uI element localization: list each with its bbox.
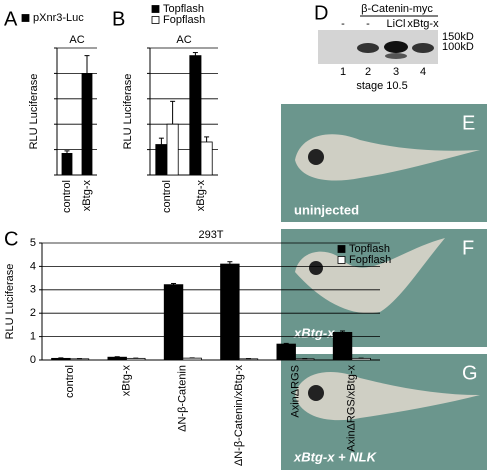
- x-tick-label: xBtg-x: [195, 180, 207, 212]
- error-bar: [64, 150, 70, 154]
- marker-label: 150kD: [442, 31, 474, 43]
- panel-letter: D: [314, 2, 328, 24]
- bar: [332, 331, 353, 361]
- legend-label: Topflash: [163, 3, 204, 15]
- band: [412, 43, 434, 53]
- x-tick-label: AxinΔRGS: [289, 365, 301, 418]
- legend-swatch: [337, 256, 346, 264]
- legend-label: pXnr3-Luc: [33, 12, 84, 24]
- bar: [200, 141, 213, 176]
- panel-letter: F: [462, 237, 474, 259]
- x-tick-label: control: [61, 180, 73, 213]
- y-tick-label: 3: [30, 284, 36, 296]
- band: [357, 43, 379, 53]
- lane-label: -: [366, 18, 370, 30]
- bar: [220, 263, 240, 361]
- error-bar: [84, 55, 90, 74]
- error-bar: [192, 52, 198, 56]
- lane-label: -: [341, 18, 345, 30]
- y-tick-label: 1: [30, 331, 36, 343]
- legend-swatch: [337, 245, 346, 253]
- x-tick-label: ΔN-β-Catenin: [177, 365, 189, 432]
- error-bar: [171, 282, 177, 285]
- panel-letter: G: [462, 362, 478, 384]
- y-axis-label: RLU Luciferase: [28, 74, 40, 150]
- bar: [51, 357, 71, 361]
- marker-label: 100kD: [442, 41, 474, 53]
- photo: F xBtg-x: [281, 229, 487, 347]
- bar: [189, 55, 202, 176]
- bar: [276, 343, 296, 361]
- error-bar: [204, 136, 210, 142]
- bar: [155, 144, 168, 176]
- x-tick-label: AxinΔRGS/xBtg-x: [346, 365, 358, 452]
- chart-title: AC: [69, 34, 84, 46]
- band: [384, 41, 408, 53]
- bar: [61, 153, 73, 176]
- lane-label: LiCl: [387, 18, 406, 30]
- band: [385, 53, 407, 59]
- panel-letter: E: [462, 112, 475, 134]
- image-caption: xBtg-x: [293, 325, 335, 340]
- lane-number: 2: [365, 66, 371, 78]
- panel-letter: B: [112, 8, 125, 30]
- chart-title: 293T: [198, 229, 223, 241]
- legend-label: Fopflash: [163, 14, 205, 26]
- x-tick-label: xBtg-x: [120, 365, 132, 397]
- image-caption: xBtg-x + NLK: [293, 449, 378, 464]
- y-tick-label: 0: [30, 354, 36, 366]
- bar: [166, 123, 179, 176]
- bar: [182, 357, 202, 361]
- y-tick-label: 2: [30, 307, 36, 319]
- blot-caption: stage 10.5: [356, 80, 407, 92]
- y-axis-label: RLU Luciferase: [4, 264, 16, 340]
- image-caption: uninjected: [294, 202, 359, 217]
- lane-label: xBtg-x: [407, 18, 439, 30]
- bar: [81, 73, 93, 176]
- error-bar: [340, 330, 346, 333]
- legend-swatch: [151, 5, 160, 13]
- photo: G xBtg-x + NLK: [281, 354, 487, 470]
- x-tick-label: control: [161, 180, 173, 213]
- legend-swatch: [21, 14, 30, 22]
- photo: E uninjected: [281, 104, 487, 222]
- bar: [163, 284, 184, 361]
- x-tick-label: ΔN-β-Catenin/xBtg-x: [233, 365, 245, 467]
- lane-number: 3: [393, 66, 399, 78]
- chart-title: AC: [176, 34, 191, 46]
- error-bar: [283, 342, 289, 345]
- y-axis-label: RLU Luciferase: [122, 74, 134, 150]
- legend-label: Topflash: [349, 243, 390, 255]
- blot-title: β-Catenin-myc: [361, 3, 433, 15]
- x-tick-label: control: [64, 365, 76, 398]
- panel-letter: C: [4, 228, 18, 250]
- bar: [107, 356, 127, 361]
- error-bar: [170, 100, 176, 125]
- x-tick-label: xBtg-x: [81, 180, 93, 212]
- legend-label: Fopflash: [349, 254, 391, 266]
- legend-swatch: [151, 16, 160, 24]
- y-tick-label: 5: [30, 237, 36, 249]
- y-tick-label: 4: [30, 260, 36, 272]
- panel-letter: A: [4, 8, 18, 30]
- lane-number: 4: [420, 66, 426, 78]
- error-bar: [158, 137, 164, 145]
- error-bar: [227, 261, 233, 265]
- lane-number: 1: [340, 66, 346, 78]
